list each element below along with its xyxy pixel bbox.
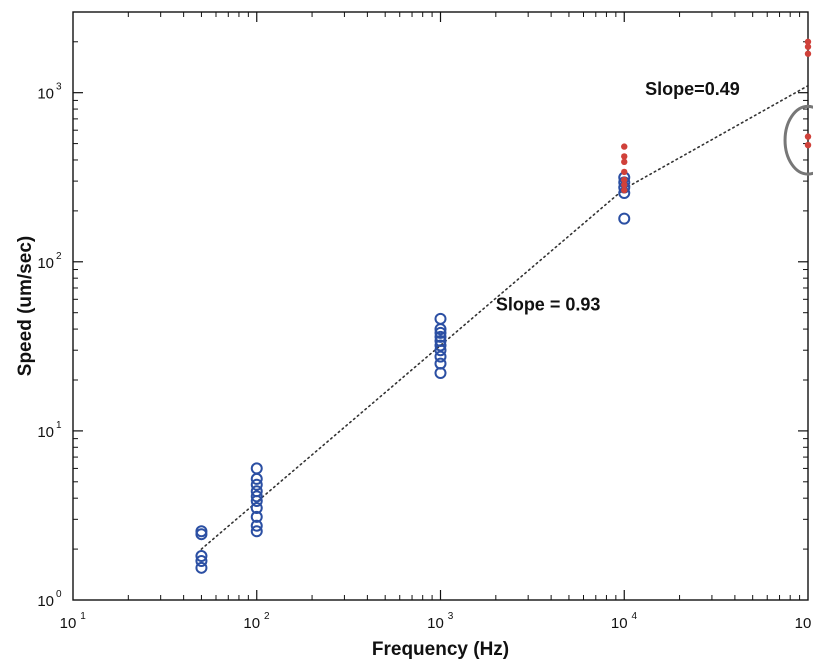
data-points-layer	[195, 38, 812, 574]
data-point-filled-dot	[804, 133, 812, 140]
data-point-open-circle	[434, 330, 447, 343]
y-tick-exponent: 0	[56, 589, 62, 600]
data-point-open-circle	[434, 339, 447, 352]
data-point-filled-dot	[804, 43, 812, 50]
x-tick-base: 10	[60, 615, 77, 632]
x-tick-label: 105	[795, 615, 812, 632]
highlight-ellipse-layer	[783, 104, 813, 176]
y-tick-base: 10	[37, 593, 54, 610]
data-point-open-circle	[250, 485, 263, 498]
x-tick-base: 10	[427, 615, 444, 632]
data-point-filled-dot	[621, 176, 628, 184]
x-tick-exponent: 1	[80, 611, 86, 622]
data-point-open-circle	[195, 525, 208, 538]
data-point-open-circle	[434, 326, 447, 339]
data-point-filled-dot	[804, 50, 812, 57]
x-tick-label: 10 1	[60, 611, 87, 632]
data-point-filled-dot	[621, 143, 628, 150]
tick-labels: 101102103104105100101102103	[37, 82, 812, 632]
data-point-open-circle	[250, 490, 263, 503]
x-tick-base: 10	[611, 615, 628, 632]
data-point-open-circle	[250, 525, 263, 538]
y-tick-base: 10	[37, 86, 54, 103]
data-point-filled-dot	[621, 153, 628, 160]
y-axis-title: Speed (um/sec)	[15, 236, 36, 376]
x-tick-label: 10 3	[427, 611, 454, 632]
annotation-layer: Slope=0.49 Slope = 0.93	[496, 79, 740, 314]
data-point-open-circle	[195, 561, 208, 574]
y-tick-label: 10 0	[37, 589, 62, 610]
y-tick-label: 10 1	[37, 420, 62, 441]
data-point-open-circle	[195, 550, 208, 563]
data-point-open-circle	[250, 501, 263, 514]
y-tick-base: 10	[37, 424, 54, 441]
data-point-filled-dot	[621, 187, 628, 194]
highlight-ellipse	[783, 104, 813, 176]
y-tick-exponent: 1	[56, 420, 62, 431]
y-tick-base: 10	[37, 255, 54, 272]
x-tick-exponent: 3	[448, 611, 454, 622]
data-point-open-circle	[618, 212, 631, 225]
data-point-open-circle	[434, 312, 447, 325]
y-tick-exponent: 3	[56, 82, 62, 93]
data-point-open-circle	[250, 510, 263, 523]
data-point-filled-dot	[804, 141, 812, 149]
minor-ticks	[73, 12, 808, 600]
data-point-open-circle	[250, 462, 263, 475]
data-point-open-circle	[434, 357, 447, 370]
major-ticks	[73, 12, 808, 600]
y-tick-label: 10 3	[37, 82, 62, 103]
x-axis-title: Frequency (Hz)	[372, 639, 509, 660]
data-point-open-circle	[434, 350, 447, 363]
slope-annotation: Slope=0.49	[645, 79, 740, 99]
data-point-filled-dot	[621, 158, 628, 166]
slope-annotation: Slope = 0.93	[496, 294, 601, 314]
y-tick-exponent: 2	[56, 251, 62, 262]
x-tick-label: 10 2	[243, 611, 270, 632]
data-point-open-circle	[195, 555, 208, 568]
x-tick-label: 10 4	[611, 611, 638, 632]
x-tick-base: 10	[795, 615, 812, 632]
data-point-open-circle	[250, 478, 263, 491]
data-point-open-circle	[434, 335, 447, 348]
x-tick-exponent: 2	[264, 611, 270, 622]
x-tick-base: 10	[243, 615, 260, 632]
y-tick-label: 10 2	[37, 251, 62, 272]
x-tick-exponent: 4	[631, 611, 637, 622]
data-point-open-circle	[250, 519, 263, 532]
data-point-filled-dot	[621, 181, 628, 189]
data-point-filled-dot	[804, 38, 812, 45]
data-point-filled-dot	[621, 168, 628, 176]
